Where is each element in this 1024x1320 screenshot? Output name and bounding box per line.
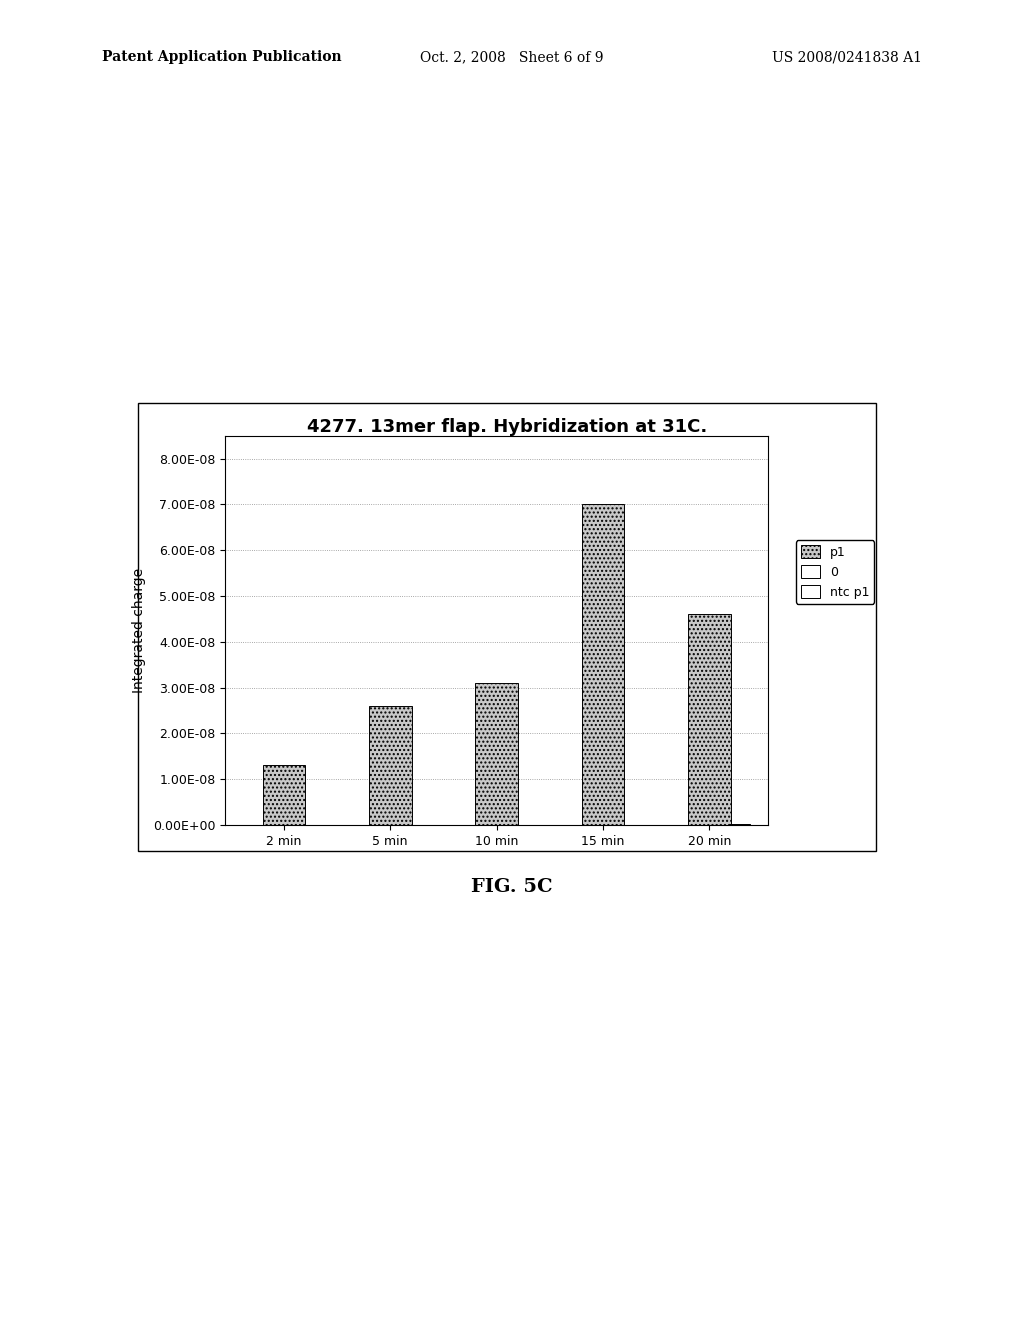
Legend: p1, 0, ntc p1: p1, 0, ntc p1 (796, 540, 874, 603)
Text: Oct. 2, 2008   Sheet 6 of 9: Oct. 2, 2008 Sheet 6 of 9 (420, 50, 604, 65)
Text: Patent Application Publication: Patent Application Publication (102, 50, 342, 65)
Y-axis label: Integrated charge: Integrated charge (132, 568, 146, 693)
Text: FIG. 5C: FIG. 5C (471, 878, 553, 896)
Bar (475, 682, 518, 825)
Bar (582, 504, 625, 825)
Text: US 2008/0241838 A1: US 2008/0241838 A1 (772, 50, 922, 65)
Bar (729, 824, 750, 825)
Bar (262, 766, 305, 825)
Bar (369, 706, 412, 825)
Text: 4277. 13mer flap. Hybridization at 31C.: 4277. 13mer flap. Hybridization at 31C. (307, 418, 707, 437)
Bar (688, 614, 731, 825)
